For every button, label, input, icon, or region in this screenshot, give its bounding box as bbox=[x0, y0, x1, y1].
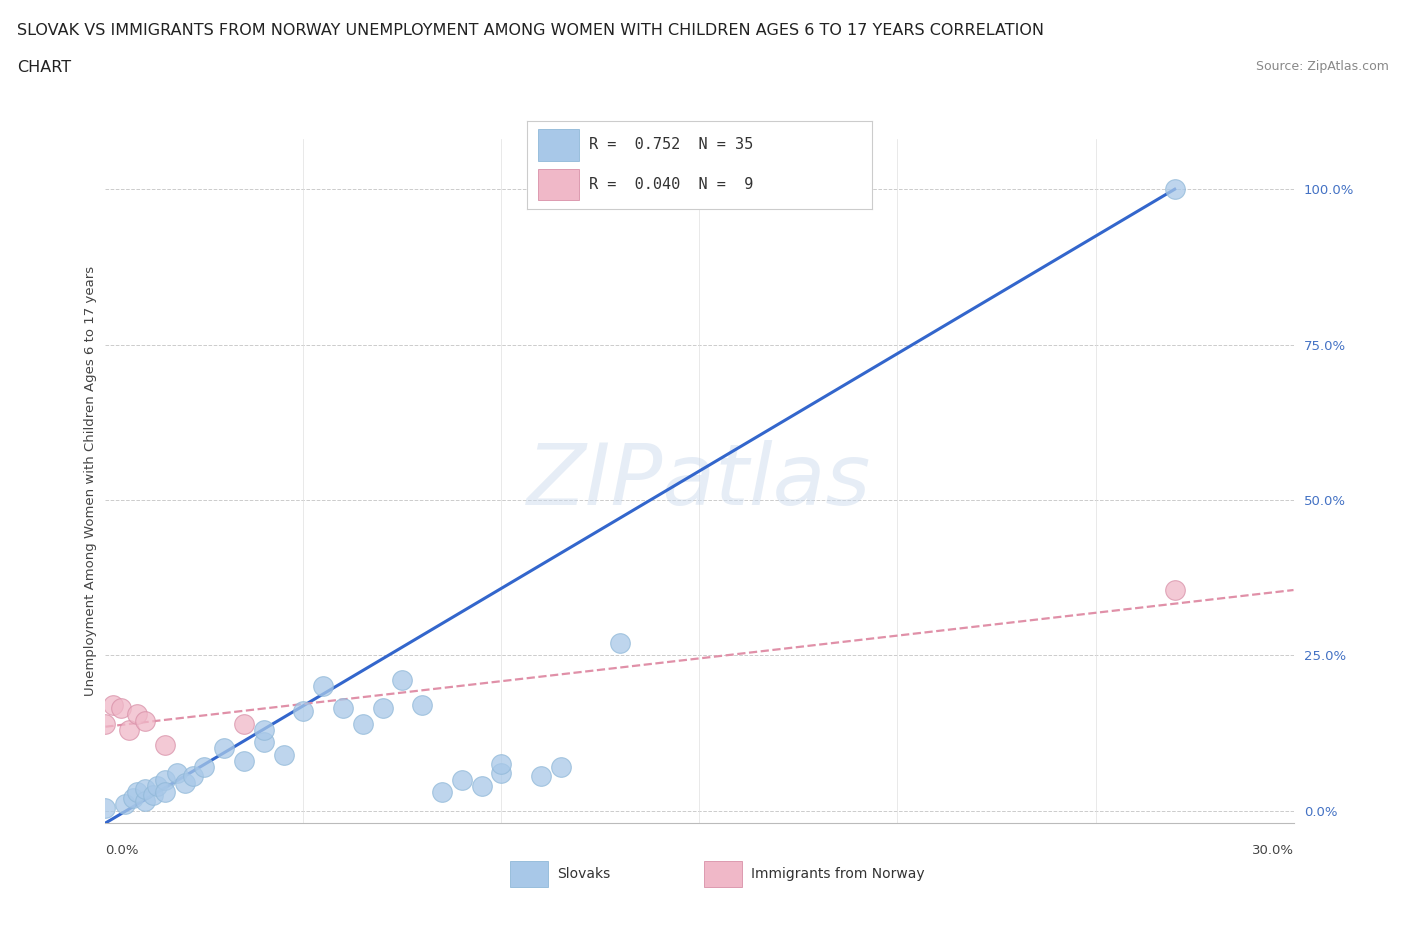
Text: 30.0%: 30.0% bbox=[1251, 844, 1294, 857]
Point bbox=[1164, 582, 1187, 597]
Point bbox=[134, 781, 156, 796]
Point bbox=[134, 713, 156, 728]
Point bbox=[127, 707, 149, 722]
Point bbox=[142, 788, 165, 803]
Point bbox=[491, 766, 513, 781]
Text: Source: ZipAtlas.com: Source: ZipAtlas.com bbox=[1256, 60, 1389, 73]
Point bbox=[103, 698, 125, 712]
Text: Slovaks: Slovaks bbox=[557, 867, 610, 882]
Point bbox=[352, 716, 374, 731]
Point bbox=[430, 785, 453, 800]
Point bbox=[1164, 181, 1187, 196]
Point bbox=[193, 760, 215, 775]
Point bbox=[110, 700, 132, 715]
Point bbox=[127, 785, 149, 800]
Point bbox=[253, 723, 276, 737]
Point bbox=[273, 748, 295, 763]
Text: R =  0.752  N = 35: R = 0.752 N = 35 bbox=[589, 138, 754, 153]
Point bbox=[371, 700, 394, 715]
Point bbox=[491, 757, 513, 772]
Point bbox=[114, 797, 136, 812]
Point bbox=[166, 766, 188, 781]
Bar bbox=[704, 861, 742, 887]
Point bbox=[312, 679, 335, 694]
Point bbox=[471, 778, 494, 793]
Point bbox=[530, 769, 553, 784]
Y-axis label: Unemployment Among Women with Children Ages 6 to 17 years: Unemployment Among Women with Children A… bbox=[84, 266, 97, 697]
Text: ZIPatlas: ZIPatlas bbox=[527, 440, 872, 523]
Point bbox=[450, 772, 472, 787]
Text: Immigrants from Norway: Immigrants from Norway bbox=[751, 867, 924, 882]
Point bbox=[233, 753, 256, 768]
Point bbox=[153, 737, 176, 752]
Text: CHART: CHART bbox=[17, 60, 70, 75]
Text: SLOVAK VS IMMIGRANTS FROM NORWAY UNEMPLOYMENT AMONG WOMEN WITH CHILDREN AGES 6 T: SLOVAK VS IMMIGRANTS FROM NORWAY UNEMPLO… bbox=[17, 23, 1043, 38]
Text: 0.0%: 0.0% bbox=[105, 844, 139, 857]
Point bbox=[118, 723, 141, 737]
Point bbox=[153, 772, 176, 787]
Point bbox=[233, 716, 256, 731]
Point bbox=[332, 700, 354, 715]
Point bbox=[134, 794, 156, 809]
Point bbox=[214, 741, 236, 756]
Point bbox=[550, 760, 572, 775]
Bar bbox=[537, 129, 579, 161]
Point bbox=[94, 800, 117, 815]
Point bbox=[94, 716, 117, 731]
Point bbox=[253, 735, 276, 750]
Point bbox=[153, 785, 176, 800]
Point bbox=[122, 790, 145, 805]
Point bbox=[173, 776, 195, 790]
Point bbox=[391, 672, 413, 687]
Point bbox=[609, 635, 631, 650]
Point bbox=[181, 769, 204, 784]
Point bbox=[411, 698, 433, 712]
Text: R =  0.040  N =  9: R = 0.040 N = 9 bbox=[589, 177, 754, 192]
Point bbox=[146, 778, 169, 793]
Bar bbox=[510, 861, 548, 887]
Point bbox=[292, 704, 315, 719]
Bar bbox=[537, 168, 579, 201]
